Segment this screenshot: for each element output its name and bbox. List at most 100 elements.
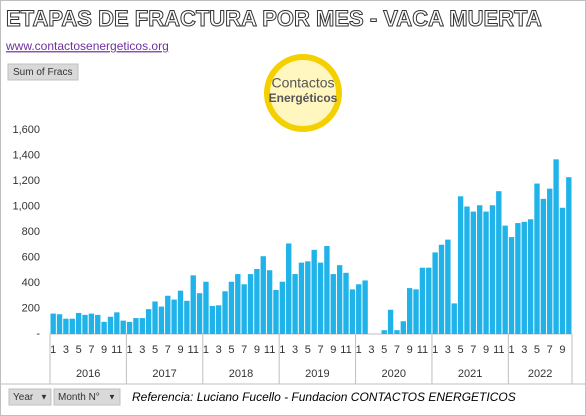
field-button-label[interactable]: Sum of Fracs xyxy=(13,67,72,78)
bar xyxy=(432,252,438,334)
bar xyxy=(286,243,292,334)
bar xyxy=(266,270,273,334)
bar xyxy=(75,312,82,334)
group-label: 2017 xyxy=(152,368,176,380)
field-button[interactable] xyxy=(7,63,79,81)
bar xyxy=(88,313,95,334)
bar xyxy=(50,313,56,334)
bar xyxy=(69,318,75,334)
filter-label[interactable]: Year xyxy=(13,392,34,403)
dropdown-icon[interactable]: ▼ xyxy=(108,393,116,402)
bar xyxy=(305,261,311,334)
bar xyxy=(489,205,496,334)
bar xyxy=(527,219,534,334)
bar xyxy=(171,299,177,334)
x-tick-label: 11 xyxy=(264,344,275,356)
x-tick-label: 3 xyxy=(139,344,145,356)
x-tick-label: 1 xyxy=(127,344,133,356)
x-tick-label: 9 xyxy=(330,344,336,356)
bar xyxy=(330,274,336,334)
logo-text: Energéticos xyxy=(269,91,338,105)
bar xyxy=(515,223,521,334)
bar xyxy=(196,293,203,334)
bar xyxy=(298,262,305,334)
logo-text: Contactos xyxy=(271,75,334,91)
x-tick-label: 5 xyxy=(76,344,82,356)
filter-button[interactable] xyxy=(53,388,121,406)
bar xyxy=(445,239,451,334)
x-tick-label: 1 xyxy=(50,344,56,356)
chart-title: ETAPAS DE FRACTURA POR MES - VACA MUERTA xyxy=(6,6,542,31)
bar xyxy=(317,262,324,334)
group-label: 2021 xyxy=(458,368,482,380)
y-tick-label: 1,600 xyxy=(12,124,40,136)
group-label: 2020 xyxy=(382,368,406,380)
filter-button[interactable] xyxy=(8,388,52,406)
bar xyxy=(203,281,209,334)
bar xyxy=(95,314,101,334)
x-tick-label: 1 xyxy=(279,344,285,356)
bar xyxy=(413,289,419,334)
bar xyxy=(508,237,515,334)
x-tick-label: 3 xyxy=(292,344,298,356)
x-tick-label: 7 xyxy=(547,344,553,356)
bar xyxy=(273,290,279,334)
bar xyxy=(381,330,387,334)
y-tick-label: 400 xyxy=(22,277,40,289)
x-tick-label: 5 xyxy=(305,344,311,356)
y-tick-label: 1,400 xyxy=(12,149,40,161)
x-tick-label: 7 xyxy=(317,344,323,356)
bar xyxy=(279,281,286,334)
x-tick-label: 7 xyxy=(241,344,247,356)
bar xyxy=(228,281,235,334)
x-tick-label: 3 xyxy=(521,344,527,356)
dropdown-icon[interactable]: ▼ xyxy=(40,393,48,402)
bar xyxy=(222,291,228,334)
x-tick-label: 11 xyxy=(417,344,428,356)
bar xyxy=(101,321,107,334)
filter-label[interactable]: Month N° xyxy=(58,392,100,403)
bar xyxy=(547,188,553,334)
bar xyxy=(464,206,470,334)
bar xyxy=(56,314,63,334)
bar xyxy=(394,330,400,334)
bar xyxy=(343,272,349,334)
bar xyxy=(470,211,477,334)
bar xyxy=(247,274,254,334)
x-tick-label: 5 xyxy=(534,344,540,356)
bar xyxy=(387,309,394,334)
bar xyxy=(356,284,362,334)
x-tick-label: 5 xyxy=(381,344,387,356)
bar xyxy=(190,275,196,334)
x-tick-label: 5 xyxy=(152,344,158,356)
bar xyxy=(362,280,368,334)
x-tick-label: 1 xyxy=(432,344,438,356)
bar xyxy=(559,207,566,334)
url-link[interactable]: www.contactosenergeticos.org xyxy=(5,39,169,53)
y-tick-label: 800 xyxy=(22,226,40,238)
x-tick-label: 3 xyxy=(445,344,451,356)
bar xyxy=(534,183,540,334)
bar xyxy=(521,221,527,334)
x-tick-label: 3 xyxy=(63,344,69,356)
bar xyxy=(254,268,260,334)
bar xyxy=(241,284,247,334)
bar xyxy=(120,320,126,334)
x-tick-label: 9 xyxy=(559,344,565,356)
bar xyxy=(216,305,222,334)
bar xyxy=(63,318,69,334)
bar xyxy=(184,300,190,334)
bar xyxy=(145,309,152,334)
bar xyxy=(400,321,406,334)
bar xyxy=(126,321,133,334)
x-tick-label: 1 xyxy=(508,344,514,356)
bar xyxy=(336,265,343,334)
y-tick-label: 1,200 xyxy=(12,175,40,187)
bar xyxy=(139,318,145,334)
bar xyxy=(260,256,266,334)
y-tick-label: 1,000 xyxy=(12,200,40,212)
x-tick-label: 11 xyxy=(188,344,199,356)
y-tick-label: 600 xyxy=(22,251,40,263)
bar xyxy=(566,177,572,334)
group-label: 2016 xyxy=(76,368,100,380)
